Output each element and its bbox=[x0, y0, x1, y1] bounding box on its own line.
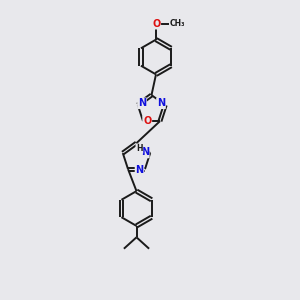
Text: H: H bbox=[136, 144, 142, 153]
Text: N: N bbox=[138, 98, 146, 108]
Text: N: N bbox=[157, 98, 165, 108]
Text: O: O bbox=[143, 116, 152, 126]
Text: O: O bbox=[152, 19, 160, 29]
Text: N: N bbox=[141, 148, 149, 158]
Text: CH₃: CH₃ bbox=[170, 19, 185, 28]
Text: N: N bbox=[136, 165, 144, 175]
